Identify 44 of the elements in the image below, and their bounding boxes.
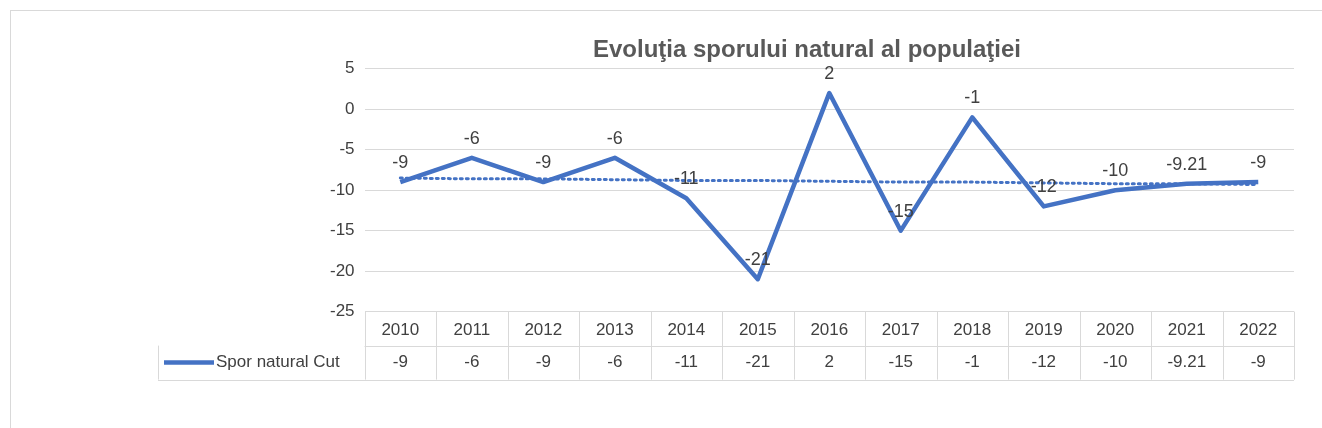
- legend-label: Spor natural Cut: [216, 352, 341, 372]
- chart-title: Evoluţia sporului natural al populaţiei: [592, 35, 1022, 63]
- data-label: -1: [964, 352, 980, 372]
- y-tick-label: -10: [329, 179, 355, 199]
- x-tick-label: 2022: [1239, 320, 1278, 340]
- text: -9.21: [1166, 153, 1208, 174]
- text: 2: [824, 63, 835, 84]
- x-tick-label: 2021: [1167, 320, 1206, 340]
- x-tick-label: 2019: [1024, 320, 1063, 340]
- y-tick-label: 0: [345, 98, 355, 118]
- y-tick-label: 5: [345, 58, 355, 78]
- text: -1: [964, 87, 981, 108]
- y-tick-label: -25: [329, 301, 355, 321]
- y-tick-label: -20: [329, 260, 355, 280]
- data-label: -6: [464, 352, 480, 372]
- x-tick-label: 2012: [524, 320, 563, 340]
- x-tick-label: 2015: [738, 320, 777, 340]
- y-tick-label: -15: [329, 220, 355, 240]
- data-label: -15: [888, 352, 914, 372]
- text: -9: [1250, 152, 1267, 173]
- x-tick-label: 2014: [667, 320, 706, 340]
- x-tick-label: 2011: [453, 320, 491, 340]
- data-label: -21: [745, 352, 771, 372]
- text: -9: [392, 152, 409, 173]
- data-label: -9.21: [1167, 352, 1207, 372]
- data-label: -9: [1250, 352, 1266, 372]
- x-tick-label: 2017: [881, 320, 920, 340]
- data-label: -9: [535, 352, 551, 372]
- x-tick-label: 2010: [381, 320, 420, 340]
- y-tick-label: -5: [339, 139, 355, 159]
- data-label: -10: [1102, 352, 1128, 372]
- x-tick-label: 2013: [595, 320, 634, 340]
- data-label: -11: [674, 352, 698, 372]
- data-label: -9: [392, 352, 408, 372]
- text: -10: [1102, 160, 1129, 181]
- x-tick-label: 2018: [953, 320, 992, 340]
- text: -9: [535, 152, 552, 173]
- data-label: -6: [607, 352, 623, 372]
- x-tick-label: 2020: [1096, 320, 1135, 340]
- text: -6: [606, 127, 623, 148]
- x-tick-label: 2016: [810, 320, 849, 340]
- text: -6: [463, 127, 480, 148]
- data-label: 2: [824, 352, 835, 372]
- data-label: -12: [1031, 352, 1057, 372]
